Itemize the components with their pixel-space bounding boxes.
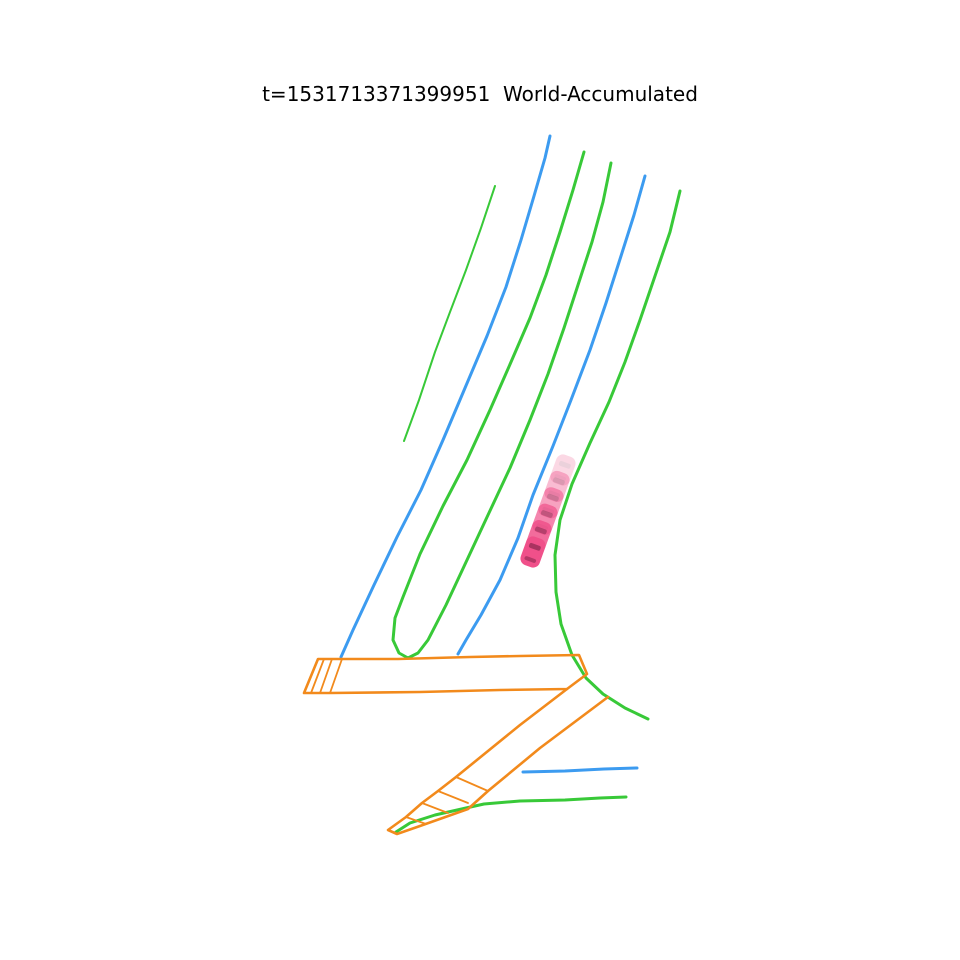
ped-crossing-horizontal-hatch-3 [319, 658, 333, 694]
road-boundary-far-left [403, 185, 496, 442]
ped-crossing-diagonal-hatch-2 [437, 790, 469, 804]
ego-vehicle-rear-window [524, 556, 537, 563]
ego-vehicle-windshield [534, 526, 547, 535]
lane-divider-right [456, 174, 647, 656]
ego-vehicle-windshield [552, 477, 565, 486]
lane-divider-bottom [521, 766, 639, 774]
ego-vehicle-frame [520, 536, 546, 568]
road-boundary-median [391, 150, 613, 660]
ped-crossing-horizontal-hatch-2 [310, 658, 325, 694]
road-boundary-right [553, 189, 682, 721]
ego-vehicle-rear-window [554, 474, 567, 481]
road-boundary-bottom [394, 795, 628, 834]
ego-vehicle-windshield [546, 493, 559, 502]
ped-crossings [302, 653, 610, 836]
ped-crossing-diagonal [386, 687, 610, 836]
lane-divider-left [339, 134, 552, 659]
ego-vehicle-windshield [528, 542, 541, 551]
ped-crossing-horizontal [302, 653, 589, 695]
ego-vehicle-trail [520, 454, 576, 568]
ego-vehicle-windshield [540, 510, 553, 518]
plot-title: t=1531713371399951 World-Accumulated [262, 82, 698, 106]
ped-crossing-diagonal-hatch-3 [421, 802, 449, 814]
ped-crossing-horizontal-hatch-4 [329, 658, 343, 694]
road-boundaries [391, 150, 682, 834]
ego-vehicle-frame [550, 454, 576, 486]
ego-vehicle-windshield [558, 460, 571, 469]
lane-dividers [339, 134, 647, 774]
ego-vehicle-body [550, 454, 576, 486]
ped-crossing-diagonal-hatch-4 [405, 816, 427, 825]
ped-crossing-horizontal-hatch-1 [303, 658, 319, 694]
ped-crossing-diagonal-hatch-1 [455, 776, 489, 792]
